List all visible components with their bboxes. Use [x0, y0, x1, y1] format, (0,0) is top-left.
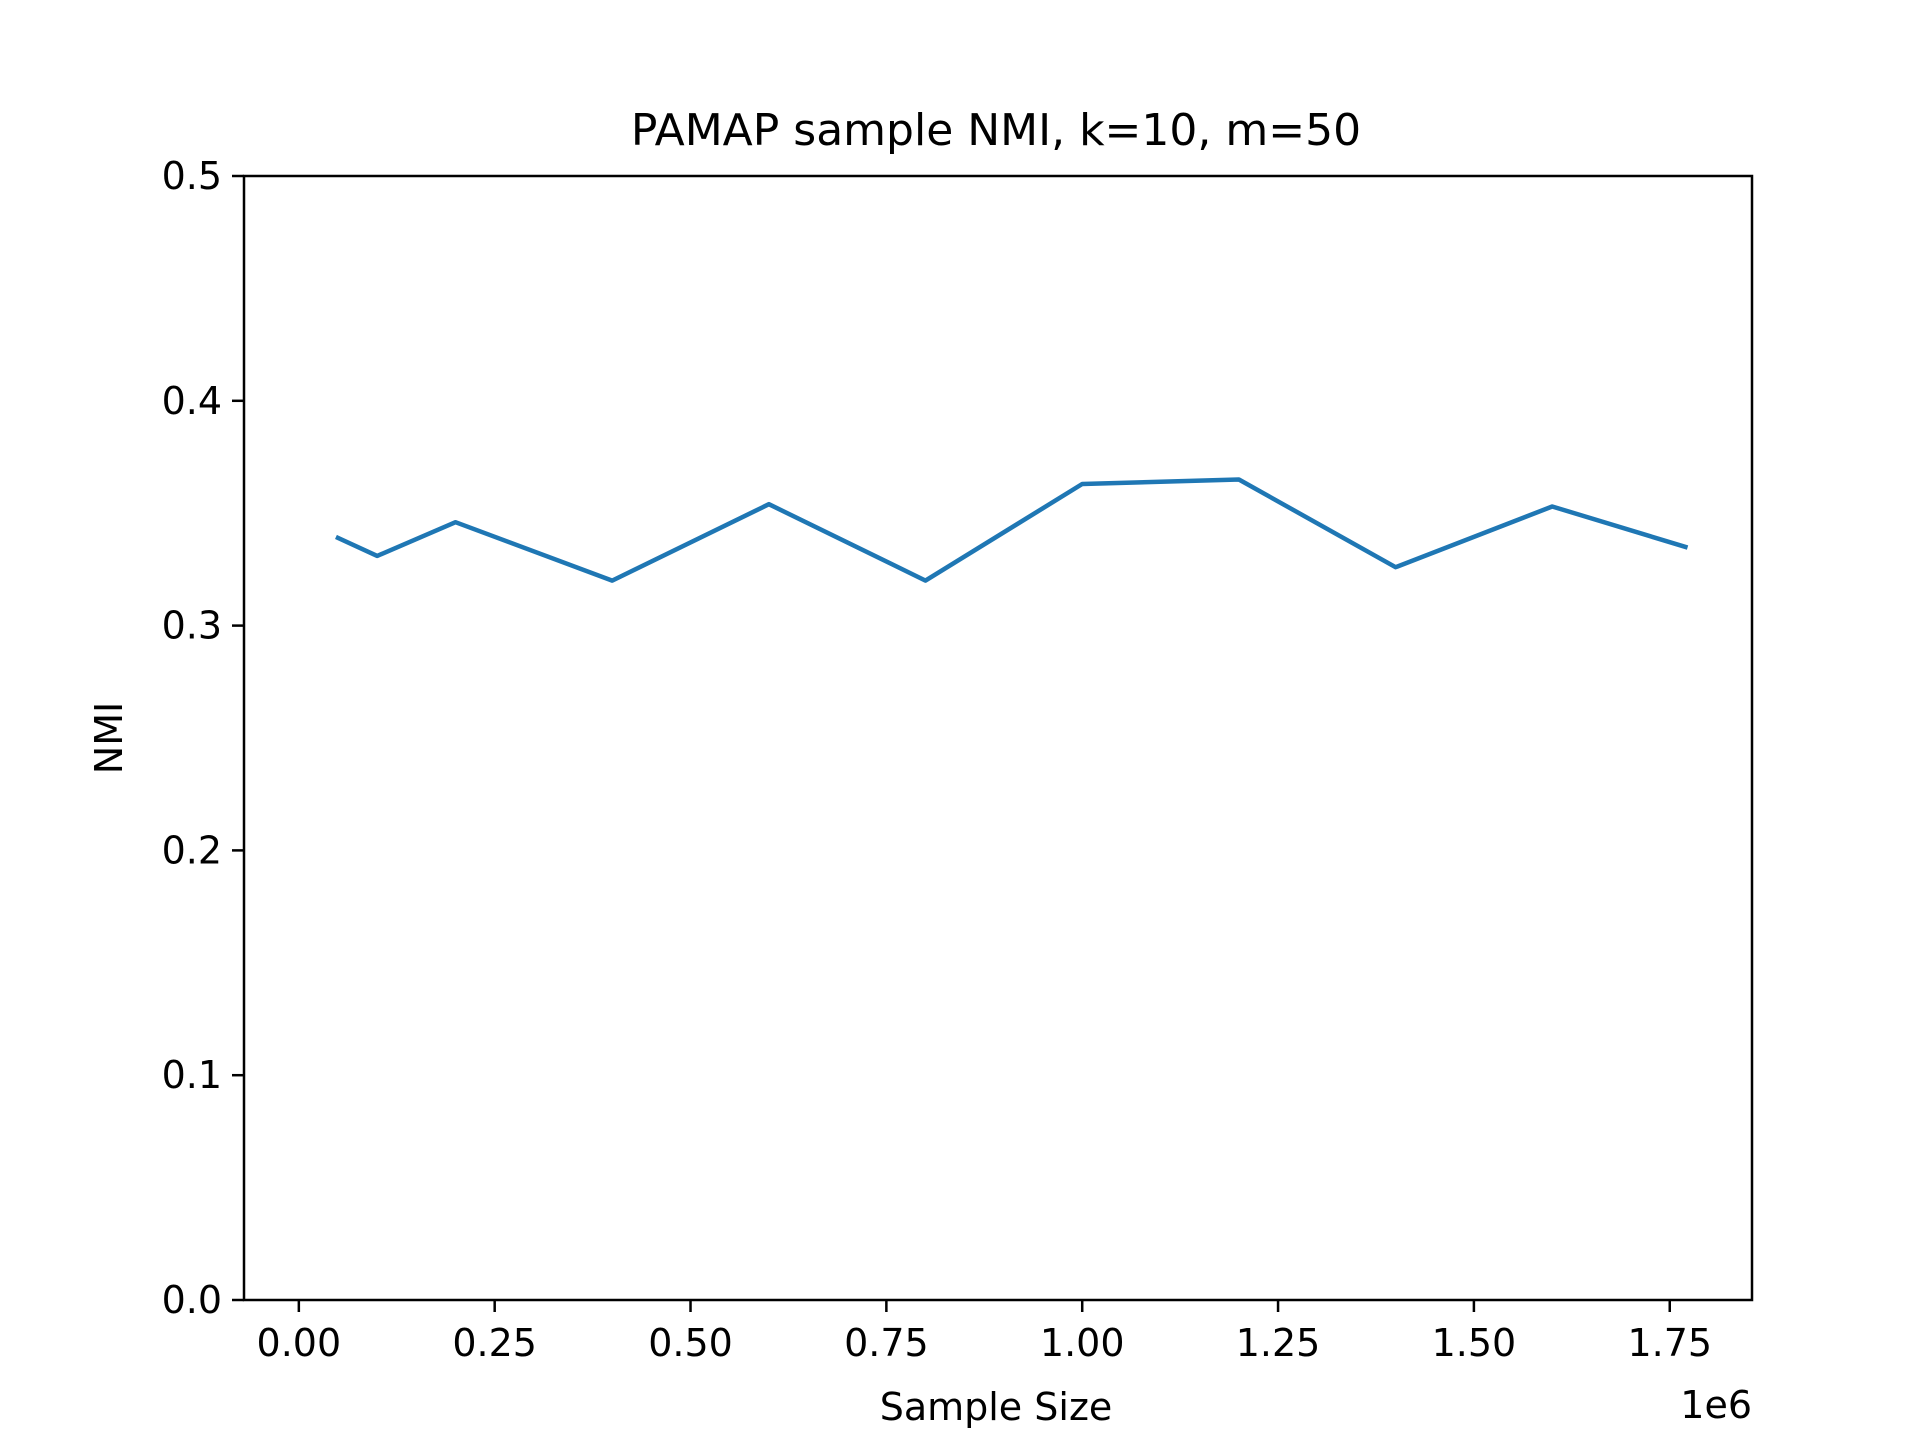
axes-frame [242, 174, 1754, 1302]
y-axis: 0.0 0.1 0.2 0.3 0.4 0.5 [162, 154, 244, 1322]
y-tick-label: 0.3 [162, 604, 222, 648]
x-tick-label: 0.25 [452, 1321, 537, 1365]
chart-title: PAMAP sample NMI, k=10, m=50 [631, 105, 1361, 156]
x-tick-label: 1.00 [1040, 1321, 1125, 1365]
plot-area [335, 477, 1689, 583]
y-axis-label: NMI [87, 702, 131, 774]
x-tick-label: 0.75 [844, 1321, 929, 1365]
x-axis: 0.00 0.25 0.50 0.75 1.00 1.25 1.50 1.75 [257, 1300, 1712, 1365]
x-tick-label: 1.50 [1432, 1321, 1517, 1365]
x-axis-offset-label: 1e6 [1680, 1383, 1752, 1427]
y-tick-label: 0.2 [162, 828, 222, 872]
y-tick-label: 0.4 [162, 379, 222, 423]
x-tick-label: 0.00 [257, 1321, 342, 1365]
x-tick-label: 1.25 [1236, 1321, 1321, 1365]
x-tick-label: 0.50 [648, 1321, 733, 1365]
x-tick-label: 1.75 [1627, 1321, 1712, 1365]
series-line-0 [335, 477, 1689, 583]
x-axis-label: Sample Size [880, 1385, 1113, 1429]
y-tick-label: 0.1 [162, 1053, 222, 1097]
y-tick-label: 0.0 [162, 1278, 222, 1322]
y-tick-label: 0.5 [162, 154, 222, 198]
